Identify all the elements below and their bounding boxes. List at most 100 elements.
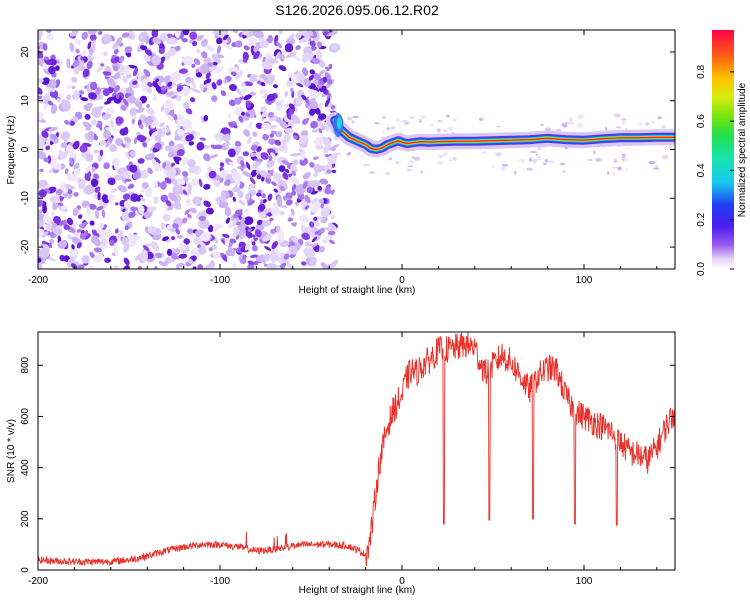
noise-speckle <box>329 259 339 269</box>
noise-speckle <box>38 189 47 198</box>
noise-speckle <box>209 154 219 159</box>
noise-speckle <box>109 144 118 153</box>
noise-speckle <box>324 97 331 108</box>
noise-speckle <box>196 34 204 41</box>
noise-speckle <box>228 66 239 75</box>
noise-speckle <box>66 217 74 226</box>
noise-speckle <box>50 134 57 140</box>
snr-x-tick-label: -100 <box>210 576 230 587</box>
noise-speckle <box>80 97 89 102</box>
noise-speckle <box>624 158 628 162</box>
noise-speckle <box>258 37 265 42</box>
noise-speckle <box>284 90 289 97</box>
noise-speckle <box>124 225 129 231</box>
snr-x-label: Height of straight line (km) <box>299 585 416 596</box>
chart-title: S126.2026.095.06.12.R02 <box>275 2 439 18</box>
noise-speckle <box>70 120 75 126</box>
noise-speckle <box>304 117 310 125</box>
noise-speckle <box>68 192 73 199</box>
noise-speckle <box>123 126 129 135</box>
noise-speckle <box>250 144 258 151</box>
noise-speckle <box>172 184 183 196</box>
noise-speckle <box>269 252 278 263</box>
noise-speckle <box>102 130 112 140</box>
noise-speckle <box>185 107 193 115</box>
noise-speckle <box>262 93 269 99</box>
snr-x-tick-label: 100 <box>576 576 593 587</box>
noise-speckle <box>151 30 159 38</box>
noise-speckle <box>255 77 264 83</box>
noise-speckle <box>292 54 301 62</box>
noise-speckle <box>115 137 124 146</box>
noise-speckle <box>251 241 256 246</box>
noise-speckle <box>407 165 414 167</box>
noise-speckle <box>313 136 324 147</box>
noise-speckle <box>229 238 237 244</box>
snr-y-ticks: 0 200 400 600 800 <box>20 356 675 573</box>
noise-speckle <box>90 178 99 187</box>
noise-speckle <box>324 226 334 232</box>
noise-speckle <box>234 177 241 187</box>
noise-speckle <box>161 126 166 138</box>
noise-speckle <box>89 251 96 259</box>
noise-speckle <box>501 163 509 167</box>
noise-speckle <box>57 240 68 249</box>
noise-speckle <box>616 126 622 129</box>
noise-speckle <box>260 106 267 112</box>
noise-speckle <box>49 89 59 99</box>
noise-speckle <box>113 94 122 104</box>
spectrogram-y-tick-label: 0 <box>20 146 31 152</box>
noise-speckle <box>124 46 133 54</box>
noise-speckle <box>46 34 54 40</box>
noise-speckle <box>369 171 375 174</box>
noise-speckle <box>247 200 255 206</box>
noise-speckle <box>73 66 80 75</box>
noise-speckle <box>324 72 331 80</box>
noise-speckle <box>66 173 78 182</box>
noise-speckle <box>289 152 302 157</box>
noise-speckle <box>261 193 266 199</box>
noise-speckle <box>518 158 526 163</box>
noise-speckle <box>314 230 319 235</box>
noise-speckle <box>331 169 337 173</box>
noise-speckle <box>284 127 293 134</box>
noise-speckle <box>300 130 309 137</box>
noise-speckle <box>225 217 231 224</box>
noise-speckle <box>413 156 421 161</box>
noise-speckle <box>79 90 85 95</box>
noise-speckle <box>652 120 655 124</box>
noise-speckle <box>261 112 268 118</box>
snr-y-label: SNR (10 * v/v) <box>6 419 17 483</box>
noise-speckle <box>267 193 273 202</box>
noise-speckle <box>316 82 323 89</box>
noise-speckle <box>153 181 158 189</box>
noise-speckle <box>256 192 262 197</box>
noise-speckle <box>317 103 324 110</box>
noise-speckle <box>49 195 60 204</box>
noise-speckle <box>93 149 101 154</box>
noise-speckle <box>288 33 295 40</box>
noise-speckle <box>125 87 133 94</box>
noise-speckle <box>442 151 448 157</box>
noise-speckle <box>351 120 355 124</box>
noise-speckle <box>72 60 80 68</box>
noise-speckle <box>144 153 155 161</box>
noise-speckle <box>386 127 390 130</box>
noise-speckle <box>312 156 319 160</box>
noise-speckle <box>349 117 353 121</box>
noise-speckle <box>346 116 350 121</box>
noise-speckle <box>50 234 57 239</box>
colorbar-tick-label: 0.0 <box>696 262 707 276</box>
noise-speckle <box>173 157 180 165</box>
noise-speckle <box>228 161 235 167</box>
noise-speckle <box>613 113 621 118</box>
noise-speckle <box>61 151 69 158</box>
noise-speckle <box>388 157 393 161</box>
spectrogram-y-ticks: -20 -10 0 10 20 <box>20 46 675 254</box>
noise-speckle <box>112 65 119 72</box>
noise-speckle <box>93 173 100 179</box>
noise-speckle <box>256 174 262 180</box>
noise-speckle <box>60 142 68 149</box>
colorbar-label: Normalized spectral amplitude <box>737 82 748 217</box>
noise-speckle <box>208 247 213 252</box>
